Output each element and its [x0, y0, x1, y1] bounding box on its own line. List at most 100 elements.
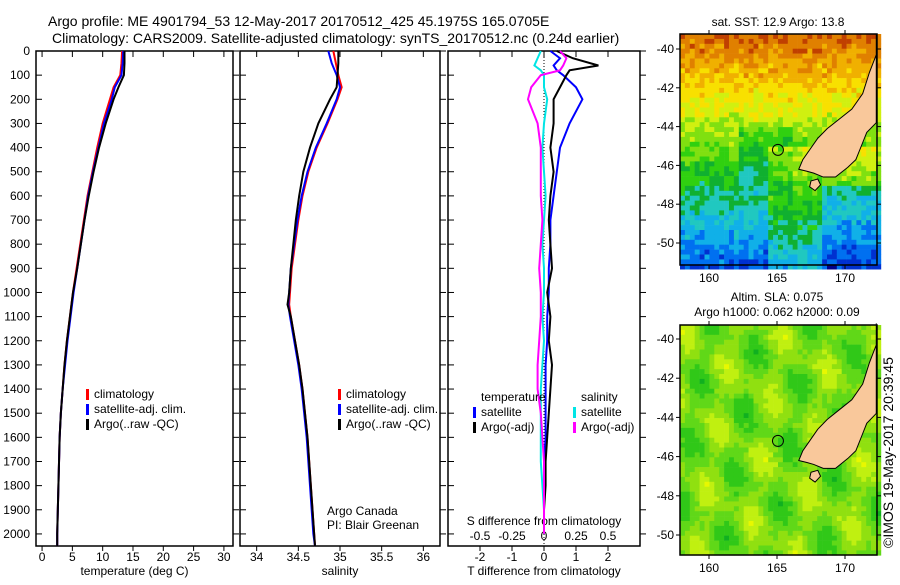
heatmap-cell [841, 486, 847, 492]
heatmap-cell [680, 254, 686, 260]
heatmap-cell [792, 378, 798, 385]
heatmap-cell [807, 230, 813, 236]
heatmap-cell [807, 339, 813, 345]
heatmap-cell [694, 334, 700, 340]
heatmap-cell [841, 506, 847, 512]
heatmap-cell [709, 171, 715, 177]
heatmap-cell [836, 249, 842, 255]
heatmap-cell [807, 481, 813, 487]
heatmap-cell [831, 344, 838, 350]
heatmap-cell [802, 388, 808, 394]
heatmap-cell [782, 181, 789, 187]
heatmap-cell [694, 48, 700, 54]
heatmap-cell [861, 176, 867, 182]
heatmap-cell [773, 364, 779, 370]
heatmap-cell [782, 63, 789, 69]
heatmap-cell [714, 200, 720, 206]
heatmap-cell [851, 87, 857, 94]
heatmap-cell [714, 481, 720, 487]
heatmap-cell [792, 244, 798, 250]
heatmap-cell [827, 215, 833, 221]
heatmap-cell [719, 413, 725, 419]
heatmap-cell [817, 239, 823, 245]
heatmap-cell [822, 176, 828, 182]
y-tick-label: -50 [657, 528, 675, 542]
heatmap-cell [758, 398, 764, 404]
heatmap-cell [827, 185, 833, 192]
heatmap-cell [797, 249, 803, 255]
heatmap-cell [753, 146, 759, 152]
heatmap-cell [856, 63, 862, 69]
heatmap-cell [856, 344, 862, 350]
heatmap-cell [704, 34, 710, 40]
heatmap-cell [831, 210, 838, 216]
heatmap-cell [817, 132, 823, 138]
heatmap-cell [797, 254, 803, 260]
heatmap-cell [861, 525, 867, 532]
heatmap-cell [704, 491, 710, 497]
heatmap-cell [856, 249, 862, 255]
heatmap-cell [729, 398, 735, 404]
heatmap-cell [817, 87, 823, 94]
heatmap-cell [768, 210, 774, 216]
heatmap-cell [680, 496, 686, 502]
heatmap-cell [787, 161, 793, 167]
heatmap-cell [758, 58, 764, 64]
heatmap-cell [817, 369, 823, 375]
legend-swatch [338, 404, 341, 415]
heatmap-cell [684, 205, 691, 211]
heatmap-cell [729, 354, 735, 360]
heatmap-cell [841, 195, 847, 201]
heatmap-cell [753, 181, 759, 187]
heatmap-cell [876, 220, 882, 226]
heatmap-cell [846, 388, 852, 394]
heatmap-cell [748, 378, 754, 385]
heatmap-cell [758, 127, 764, 133]
heatmap-cell [743, 550, 749, 556]
heatmap-cell [709, 398, 715, 404]
heatmap-cell [763, 403, 769, 409]
heatmap-cell [797, 83, 803, 89]
heatmap-cell [782, 418, 789, 424]
heatmap-cell [856, 491, 862, 497]
heatmap-cell [797, 264, 803, 270]
heatmap-cell [753, 437, 759, 443]
heatmap-cell [807, 220, 813, 226]
heatmap-cell [714, 501, 720, 507]
heatmap-cell [699, 378, 705, 385]
heatmap-cell [778, 171, 784, 177]
heatmap-cell [733, 205, 740, 211]
heatmap-cell [861, 254, 867, 260]
heatmap-cell [802, 151, 808, 157]
heatmap-cell [768, 329, 774, 336]
heatmap-cell [851, 161, 857, 167]
heatmap-cell [733, 378, 740, 385]
heatmap-cell [768, 413, 774, 419]
heatmap-cell [822, 359, 828, 365]
heatmap-cell [827, 264, 833, 270]
heatmap-cell [797, 117, 803, 123]
heatmap-cell [797, 132, 803, 138]
heatmap-cell [738, 195, 744, 201]
heatmap-cell [787, 185, 793, 192]
heatmap-cell [792, 545, 798, 551]
heatmap-cell [768, 530, 774, 536]
heatmap-cell [827, 112, 833, 118]
heatmap-cell [822, 491, 828, 497]
heatmap-cell [704, 68, 710, 74]
heatmap-cell [792, 210, 798, 216]
heatmap-cell [699, 205, 705, 211]
heatmap-cell [876, 521, 882, 527]
heatmap-cell [729, 43, 735, 49]
heatmap-cell [738, 364, 744, 370]
heatmap-cell [787, 92, 793, 98]
heatmap-cell [817, 388, 823, 394]
heatmap-cell [743, 259, 749, 265]
heatmap-cell [684, 408, 691, 414]
heatmap-cell [758, 166, 764, 172]
heatmap-cell [738, 447, 744, 453]
heatmap-cell [763, 476, 769, 483]
heatmap-cell [743, 87, 749, 94]
y-tick-label: 1600 [3, 430, 30, 444]
heatmap-cell [729, 161, 735, 167]
